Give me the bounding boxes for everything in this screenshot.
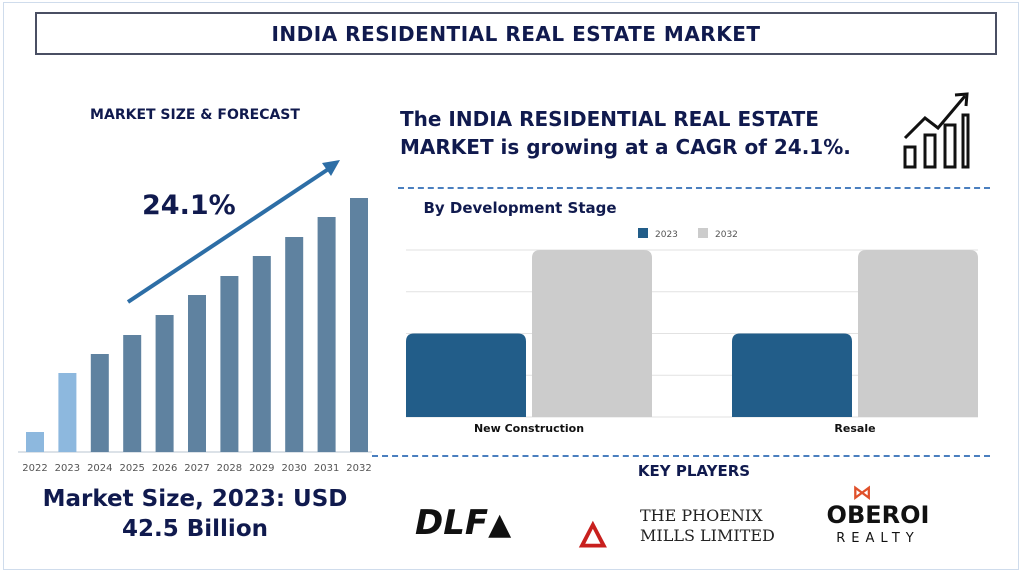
chart-title: By Development Stage	[423, 199, 616, 217]
oberoi-symbol-icon: ⋈	[852, 480, 872, 504]
x-tick-label: 2026	[152, 463, 177, 474]
bar-2026	[155, 315, 174, 452]
x-tick-label: 2028	[217, 463, 242, 474]
dlf-logo: DLF▲	[415, 503, 511, 543]
bar-new-construction-2023	[406, 333, 526, 417]
x-tick-label: 2032	[346, 463, 371, 474]
category-label: Resale	[834, 422, 875, 435]
market-size-text: Market Size, 2023: USD 42.5 Billion	[20, 484, 370, 544]
cagr-label: 24.1%	[142, 190, 236, 221]
x-tick-label: 2022	[22, 463, 47, 474]
x-tick-label: 2031	[314, 463, 339, 474]
frame	[3, 2, 1019, 570]
growth-chart-icon	[903, 92, 970, 169]
dlf-name: DLF	[415, 503, 489, 543]
bar-2024	[90, 354, 109, 452]
dlf-triangle-icon: ▲	[488, 507, 512, 542]
x-tick-label: 2025	[119, 463, 144, 474]
bar-2030	[285, 237, 304, 452]
market-size-line1: Market Size, 2023: USD	[42, 486, 348, 512]
bar-2029	[252, 256, 271, 452]
bar-2027	[188, 295, 206, 452]
growth-arrow-icon	[126, 160, 340, 304]
bar-2025	[123, 335, 142, 452]
bar-2028	[220, 276, 239, 452]
x-tick-label: 2023	[55, 463, 80, 474]
legend-label: 2032	[715, 230, 738, 240]
market-size-line2: 42.5 Billion	[122, 516, 268, 542]
phoenix-sub: MILLS LIMITED	[640, 526, 775, 545]
x-tick-label: 2030	[281, 463, 306, 474]
legend-label: 2023	[655, 230, 678, 240]
oberoi-name: OBEROI	[826, 501, 930, 529]
bar-2031	[317, 217, 336, 452]
divider	[372, 455, 990, 457]
x-tick-label: 2024	[87, 463, 112, 474]
x-tick-label: 2027	[184, 463, 209, 474]
market-size-heading: MARKET SIZE & FORECAST	[90, 107, 300, 123]
bar-2032	[350, 198, 368, 452]
bar-2023	[58, 373, 77, 452]
bar-2022	[26, 432, 44, 452]
oberoi-sub: REALTY	[836, 531, 920, 546]
phoenix-bird-icon: 🜂	[578, 516, 608, 556]
bar-resale-2032	[858, 250, 978, 417]
oberoi-logo: OBEROI REALTY	[818, 503, 938, 551]
x-tick-label: 2029	[249, 463, 274, 474]
bar-new-construction-2032	[532, 250, 652, 417]
bar-resale-2023	[732, 333, 852, 417]
category-label: New Construction	[474, 422, 584, 435]
phoenix-name: THE PHOENIX	[640, 506, 763, 525]
page-title: INDIA RESIDENTIAL REAL ESTATE MARKET	[35, 12, 997, 55]
phoenix-logo: THE PHOENIX MILLS LIMITED	[640, 506, 775, 546]
legend-swatch	[638, 228, 648, 238]
legend-swatch	[698, 228, 708, 238]
tagline: The INDIA RESIDENTIAL REAL ESTATE MARKET…	[400, 107, 851, 159]
divider	[398, 187, 990, 189]
key-players-heading: KEY PLAYERS	[637, 462, 751, 480]
